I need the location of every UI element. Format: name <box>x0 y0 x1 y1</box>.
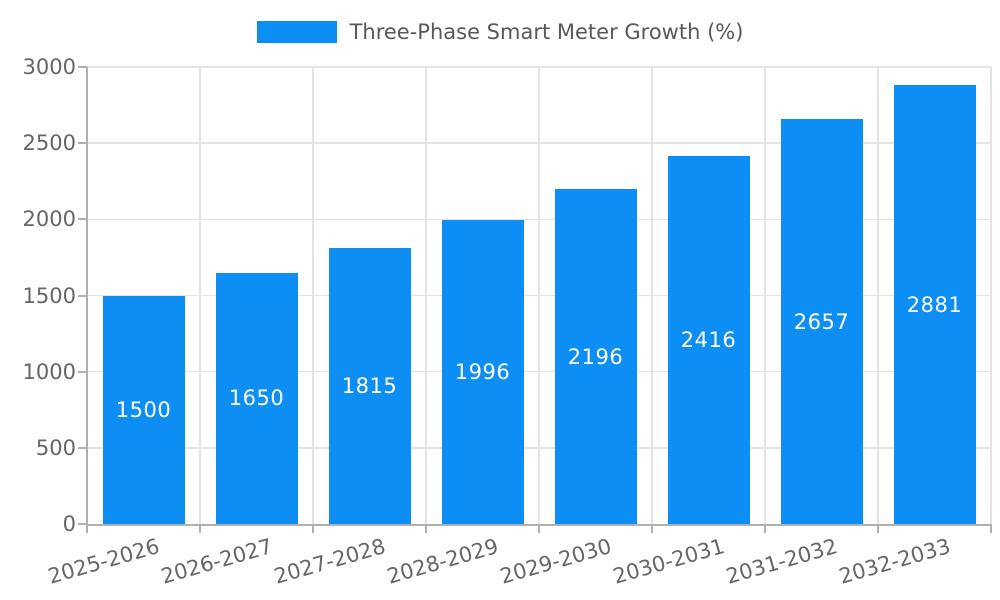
bar-value-label: 2196 <box>567 344 624 369</box>
y-tick-label: 2000 <box>22 207 76 232</box>
bar-value-label: 1996 <box>454 359 511 384</box>
v-gridline <box>764 67 766 524</box>
y-axis-line <box>86 67 88 524</box>
y-tick-label: 1000 <box>22 359 76 384</box>
y-tick <box>78 446 87 449</box>
x-tick-label: 2029-2030 <box>497 534 615 589</box>
bar-value-label: 2657 <box>793 309 850 334</box>
bar: 2196 <box>554 189 637 524</box>
x-tick-label: 2032-2033 <box>836 534 954 589</box>
x-tick-label: 2027-2028 <box>271 534 389 589</box>
bar-value-label: 1650 <box>228 386 285 411</box>
y-tick <box>78 142 87 145</box>
bar: 1650 <box>215 272 298 524</box>
bar-value-label: 1815 <box>341 373 398 398</box>
x-tick-label: 2028-2029 <box>384 534 502 589</box>
x-tick-label: 2031-2032 <box>723 534 841 589</box>
x-tick-label: 2030-2031 <box>610 534 728 589</box>
v-gridline <box>990 67 992 524</box>
bar: 1815 <box>328 247 411 524</box>
bar: 1500 <box>102 295 185 524</box>
bar-value-label: 2881 <box>906 292 963 317</box>
x-tick-label: 2025-2026 <box>45 534 163 589</box>
x-tick <box>990 524 992 533</box>
x-tick <box>425 524 427 533</box>
y-tick <box>78 66 87 68</box>
y-tick <box>78 370 87 373</box>
v-gridline <box>538 67 540 524</box>
y-tick <box>78 218 87 221</box>
y-tick-label: 1500 <box>22 283 76 308</box>
x-tick <box>538 524 540 533</box>
y-tick <box>78 523 87 525</box>
bar: 2881 <box>893 85 976 524</box>
bar: 2657 <box>780 119 863 524</box>
v-gridline <box>877 67 879 524</box>
bar: 1996 <box>441 219 524 524</box>
v-gridline <box>312 67 314 524</box>
v-gridline <box>199 67 201 524</box>
legend-swatch <box>256 21 337 43</box>
bar: 2416 <box>667 155 750 524</box>
x-tick <box>764 524 766 533</box>
v-gridline <box>651 67 653 524</box>
y-tick-label: 3000 <box>22 55 76 79</box>
x-tick-label: 2026-2027 <box>158 534 276 589</box>
bar-value-label: 1500 <box>115 397 172 422</box>
x-tick <box>877 524 879 533</box>
y-tick-label: 500 <box>35 435 76 460</box>
y-tick-label: 2500 <box>22 131 76 156</box>
y-tick-label: 0 <box>62 512 76 536</box>
v-gridline <box>425 67 427 524</box>
x-axis-line <box>86 524 992 526</box>
x-tick <box>86 524 88 533</box>
x-tick <box>199 524 201 533</box>
y-tick <box>78 294 87 297</box>
bar-value-label: 2416 <box>680 327 737 352</box>
x-tick <box>651 524 653 533</box>
legend: Three-Phase Smart Meter Growth (%) <box>0 20 1000 44</box>
x-tick <box>312 524 314 533</box>
legend-label: Three-Phase Smart Meter Growth (%) <box>349 20 744 44</box>
